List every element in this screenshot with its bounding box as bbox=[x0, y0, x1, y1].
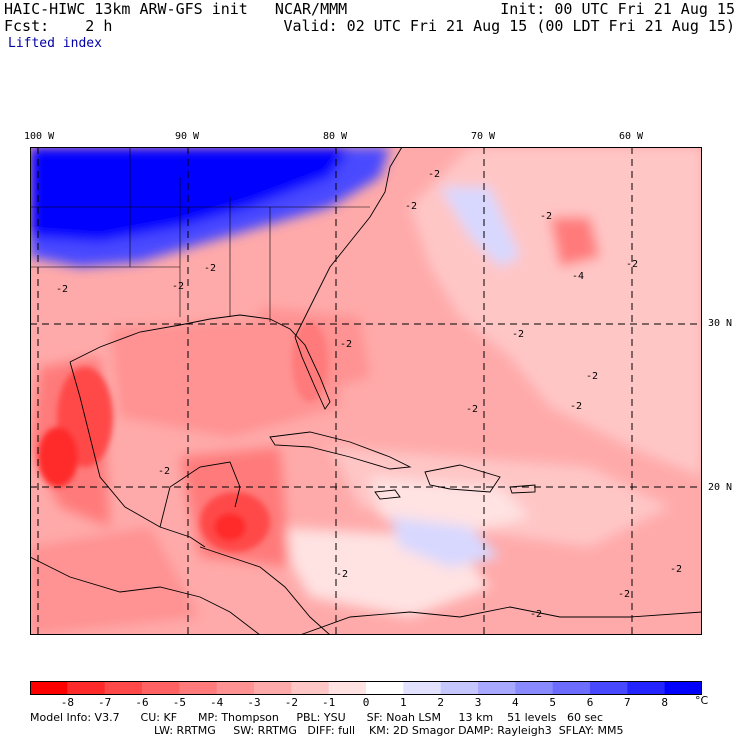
colorbar-tick-label: -8 bbox=[60, 696, 74, 709]
colorbar-tick-label: -2 bbox=[284, 696, 298, 709]
contour-label: -2 bbox=[340, 339, 352, 350]
lat-label-20n: 20 N bbox=[708, 482, 733, 493]
contour-label: -2 bbox=[466, 404, 478, 415]
cell-florida bbox=[292, 322, 328, 402]
model-info-line2: LW: RRTMG SW: RRTMG DIFF: full KM: 2D Sm… bbox=[154, 724, 624, 737]
state-borders-line bbox=[30, 147, 370, 322]
contour-label: -2 bbox=[570, 401, 582, 412]
contour-label: -4 bbox=[572, 271, 584, 282]
colorbar-swatch bbox=[403, 681, 442, 695]
init-time: Init: 00 UTC Fri 21 Aug 15 bbox=[500, 0, 735, 18]
field-name: Lifted index bbox=[8, 36, 102, 51]
model-info-line1: Model Info: V3.7 CU: KF MP: Thompson PBL… bbox=[30, 711, 603, 724]
field-pos-1 bbox=[390, 517, 500, 567]
contour-label: -2 bbox=[428, 169, 440, 180]
central-america-line bbox=[199, 546, 331, 635]
map-frame bbox=[30, 147, 702, 635]
contour-label: -2 bbox=[530, 609, 542, 620]
puerto-rico-line bbox=[509, 484, 536, 494]
pacific-coast-line bbox=[30, 556, 261, 635]
hispaniola-line bbox=[424, 464, 501, 493]
colorbar-swatch bbox=[179, 681, 218, 695]
field-blue-core bbox=[30, 147, 350, 242]
colorbar-tick-label: -5 bbox=[172, 696, 186, 709]
colorbar-swatch bbox=[440, 681, 479, 695]
lon-label-80w: 80 W bbox=[323, 131, 348, 142]
colorbar-swatch bbox=[254, 681, 292, 695]
colorbar-swatch bbox=[30, 681, 68, 695]
colorbar-tick-label: 4 bbox=[512, 696, 519, 709]
colorbar-tick-label: 2 bbox=[437, 696, 444, 709]
contour-label: -2 bbox=[618, 589, 630, 600]
atlantic-coast-line bbox=[294, 147, 403, 338]
lon-label-100w: 100 W bbox=[24, 131, 55, 142]
lat-lon-grid bbox=[30, 147, 702, 635]
colorbar-swatch bbox=[664, 681, 702, 695]
mexico-coast-line bbox=[69, 361, 206, 548]
field-pos-2 bbox=[440, 187, 520, 267]
contour-label: -2 bbox=[405, 201, 417, 212]
colorbar-unit: °C bbox=[695, 694, 709, 707]
contour-label: -2 bbox=[336, 569, 348, 580]
field-sw-mx bbox=[30, 527, 200, 635]
colorbar-tick-label: -3 bbox=[247, 696, 261, 709]
colorbar-swatch bbox=[104, 681, 143, 695]
colorbar-frame bbox=[30, 681, 702, 695]
colorbar-tick-label: -1 bbox=[322, 696, 336, 709]
gulf-coast-line bbox=[69, 314, 331, 410]
coastlines bbox=[30, 147, 702, 635]
lifted-index-map: -2 -2 -2 -2 -2 -2 -2 -2 -2 -2 -2 -2 -2 -… bbox=[30, 147, 702, 635]
south-america-line bbox=[299, 606, 702, 635]
colorbar-tick-label: 1 bbox=[400, 696, 407, 709]
cell-honduras-core bbox=[214, 513, 246, 541]
colorbar-tick-label: 6 bbox=[586, 696, 594, 709]
lon-label-90w: 90 W bbox=[175, 131, 200, 142]
lon-label-60w: 60 W bbox=[619, 131, 644, 142]
contour-label: -2 bbox=[626, 259, 638, 270]
contour-label: -2 bbox=[204, 263, 216, 274]
yucatan-line bbox=[159, 461, 241, 528]
colorbar-swatch bbox=[478, 681, 516, 695]
contour-label: -2 bbox=[670, 564, 682, 575]
colorbar-swatch bbox=[291, 681, 330, 695]
jamaica-line bbox=[374, 489, 401, 500]
colorbar-swatch bbox=[627, 681, 666, 695]
colorbar-swatch bbox=[366, 681, 404, 695]
colorbar-swatch bbox=[328, 681, 367, 695]
colorbar-tick-label: 8 bbox=[661, 696, 668, 709]
colorbar-tick-label: -6 bbox=[135, 696, 149, 709]
lat-label-30n: 30 N bbox=[708, 318, 733, 329]
colorbar-tick-label: 0 bbox=[362, 696, 370, 709]
colorbar-tick-label: 7 bbox=[624, 696, 631, 709]
field-atlantic-blob bbox=[550, 217, 600, 267]
contour-label: -2 bbox=[586, 371, 598, 382]
colorbar-swatch bbox=[67, 681, 106, 695]
contour-label: -2 bbox=[172, 281, 184, 292]
colorbar-swatch bbox=[216, 681, 255, 695]
colorbar-swatch bbox=[142, 681, 180, 695]
colorbar-tick-label: -4 bbox=[210, 696, 224, 709]
forecast-hour: Fcst: 2 h bbox=[4, 17, 113, 35]
cell-mx-south bbox=[38, 427, 78, 487]
colorbar-swatch bbox=[590, 681, 628, 695]
lon-label-70w: 70 W bbox=[471, 131, 496, 142]
colorbar-swatch bbox=[552, 681, 591, 695]
colorbar bbox=[30, 681, 702, 695]
contour-label: -2 bbox=[158, 466, 170, 477]
colorbar-tick-label: 5 bbox=[549, 696, 556, 709]
cuba-line bbox=[269, 431, 412, 470]
contour-label: -2 bbox=[512, 329, 524, 340]
contour-label: -2 bbox=[56, 284, 68, 295]
valid-time: Valid: 02 UTC Fri 21 Aug 15 (00 LDT Fri … bbox=[283, 17, 735, 35]
model-title: HAIC-HIWC 13km ARW-GFS init NCAR/MMM bbox=[4, 0, 348, 18]
colorbar-swatch bbox=[515, 681, 554, 695]
colorbar-tick-label: -7 bbox=[98, 696, 112, 709]
colorbar-tick-label: 3 bbox=[474, 696, 482, 709]
contour-labels: -2 -2 -2 -2 -2 -2 -2 -2 -2 -2 -2 -2 -2 -… bbox=[56, 169, 682, 620]
contour-label: -2 bbox=[540, 211, 552, 222]
